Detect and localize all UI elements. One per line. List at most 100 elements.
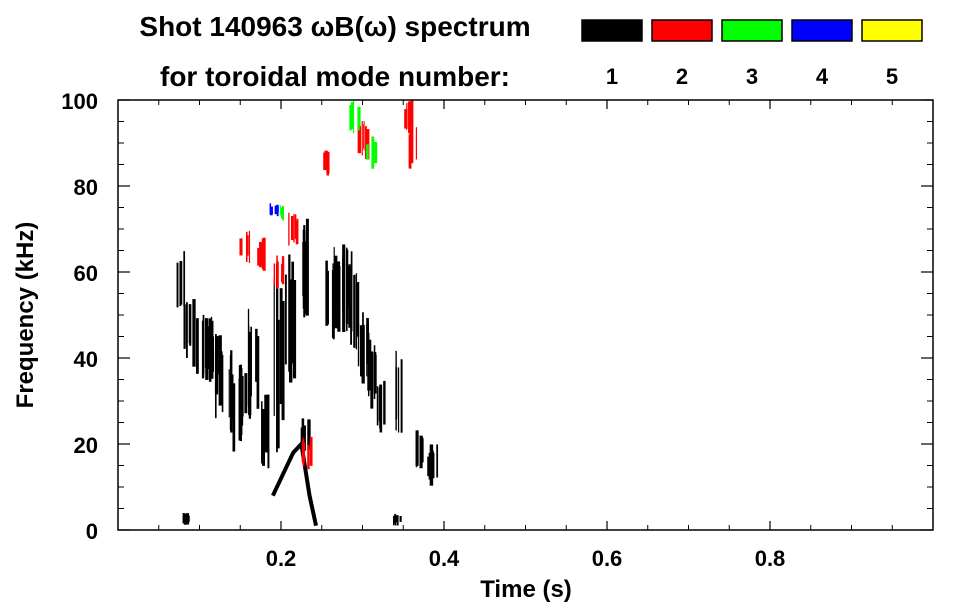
spectrum-mark-mode-1	[183, 304, 186, 349]
spectrum-mark-mode-1	[427, 456, 430, 477]
spectrum-mark-mode-1	[376, 386, 379, 426]
spectrum-mark-mode-1	[214, 348, 219, 395]
spectrum-mark-mode-1	[204, 318, 208, 368]
spectrum-mark-mode-2	[273, 263, 276, 286]
spectrum-mark-mode-3	[366, 144, 369, 160]
spectrum-mark-mode-1	[201, 320, 205, 379]
spectrum-mark-mode-1	[186, 513, 190, 525]
spectrum-mark-mode-1	[182, 512, 185, 524]
spectrum-mark-mode-1	[179, 260, 183, 305]
spectrum-mark-mode-1	[261, 401, 263, 464]
y-tick-label: 0	[86, 519, 98, 544]
spectrum-mark-mode-4	[269, 206, 273, 215]
spectrum-mark-mode-1	[192, 299, 196, 367]
spectrum-mark-mode-2	[309, 436, 313, 466]
chart-title-line2: for toroidal mode number:	[160, 61, 510, 92]
legend-swatch-mode-1	[581, 19, 643, 42]
y-tick-label: 80	[74, 175, 98, 200]
spectrum-mark-mode-1	[346, 247, 348, 332]
spectrum-mark-mode-1	[207, 326, 210, 370]
spectrum-mark-mode-1	[276, 276, 278, 401]
spectrum-mark-mode-2	[295, 220, 299, 245]
spectrum-mark-mode-2	[361, 121, 363, 156]
spectrum-mark-mode-1	[185, 302, 188, 359]
spectrum-mark-mode-1	[277, 319, 280, 449]
spectrum-mark-mode-2	[365, 126, 367, 160]
spectrum-mark-mode-3	[373, 142, 378, 164]
legend-swatch-mode-2	[651, 19, 713, 42]
spectrum-mark-mode-3	[282, 205, 284, 221]
y-axis-label: Frequency (kHz)	[12, 222, 39, 409]
spectrum-mark-mode-1	[264, 394, 268, 453]
spectrum-mark-mode-1	[415, 432, 418, 468]
spectrum-mark-mode-1	[431, 452, 435, 479]
spectrum-mark-mode-1	[337, 266, 341, 332]
spectrum-mark-mode-1	[212, 336, 214, 372]
spectrum-mark-mode-2	[357, 125, 361, 154]
plot-frame	[117, 99, 934, 531]
spectrum-mark-mode-1	[309, 419, 311, 449]
x-tick-label: 0.6	[592, 546, 623, 571]
spectrum-mark-mode-1	[262, 408, 266, 466]
spectrum-mark-mode-1	[208, 318, 212, 382]
spectrum-mark-mode-1	[397, 367, 400, 433]
spectrum-mark-mode-1	[289, 279, 293, 383]
spectrum-mark-mode-1	[395, 515, 398, 523]
spectrum-mark-mode-3	[350, 107, 352, 129]
spectrum-mark-mode-1	[233, 385, 235, 425]
spectrum-mark-mode-4	[276, 204, 279, 213]
spectrum-mark-mode-1	[353, 274, 356, 348]
x-tick-label: 0.2	[266, 546, 297, 571]
spectrum-mark-mode-1	[355, 273, 358, 350]
spectrum-mark-mode-1	[302, 241, 304, 297]
spectrum-mark-mode-2	[301, 442, 306, 463]
legend: 1 2 3 4 5	[581, 19, 923, 89]
x-tick-label: 0.4	[429, 546, 460, 571]
spectrum-mark-mode-1	[302, 425, 306, 451]
spectrum-mark-mode-2	[294, 214, 297, 239]
spectrum-mark-mode-1	[195, 318, 199, 374]
spectrum-mark-mode-1	[281, 300, 285, 421]
spectrum-mark-mode-1	[279, 288, 283, 405]
spectrum-ridge-mode-1	[271, 439, 318, 527]
spectrum-mark-mode-2	[246, 235, 249, 256]
spectrum-mark-mode-1	[367, 332, 370, 397]
y-tick-label: 100	[61, 89, 98, 114]
spectrum-mark-mode-2	[248, 230, 251, 264]
spectrum-mark-mode-3	[371, 138, 374, 164]
legend-label-mode-4: 4	[816, 64, 829, 89]
spectrum-mark-mode-1	[395, 350, 397, 431]
spectrum-mark-mode-1	[248, 325, 250, 381]
legend-label-mode-3: 3	[746, 64, 758, 89]
spectrum-mark-mode-1	[366, 317, 369, 364]
spectrum-mark-mode-1	[334, 271, 336, 324]
spectrum-mark-mode-3	[279, 204, 281, 216]
spectrum-mark-mode-1	[383, 380, 386, 425]
y-tick-label: 40	[74, 347, 98, 372]
spectrum-mark-mode-1	[362, 312, 364, 364]
x-tick-label: 0.8	[755, 546, 786, 571]
spectrum-mark-mode-1	[350, 280, 353, 345]
spectrum-mark-mode-1	[255, 328, 258, 382]
spectrum-mark-mode-1	[291, 261, 295, 364]
legend-label-mode-2: 2	[676, 64, 688, 89]
spectrum-mark-mode-1	[399, 516, 402, 522]
spectrum-mark-mode-1	[267, 394, 270, 469]
spectrum-mark-mode-2	[366, 129, 370, 160]
spectrum-mark-mode-2	[288, 212, 290, 246]
legend-swatch-mode-5	[861, 19, 923, 42]
spectrum-mark-mode-1	[370, 351, 374, 409]
spectrum-mark-mode-2	[262, 246, 265, 271]
spectrum-mark-mode-2	[410, 129, 414, 164]
spectrum-mark-mode-1	[239, 376, 242, 424]
spectrum-mark-mode-1	[240, 376, 244, 417]
spectrum-mark-mode-1	[244, 373, 248, 414]
spectrum-mark-mode-2	[291, 215, 294, 241]
spectrum-mark-mode-1	[393, 515, 396, 524]
spectrum-mark-mode-1	[303, 225, 306, 318]
spectrum-mark-mode-1	[333, 247, 335, 325]
x-axis-label: Time (s)	[480, 576, 572, 603]
spectrum-mark-mode-1	[221, 354, 224, 413]
spectrum-mark-mode-1	[273, 278, 275, 416]
